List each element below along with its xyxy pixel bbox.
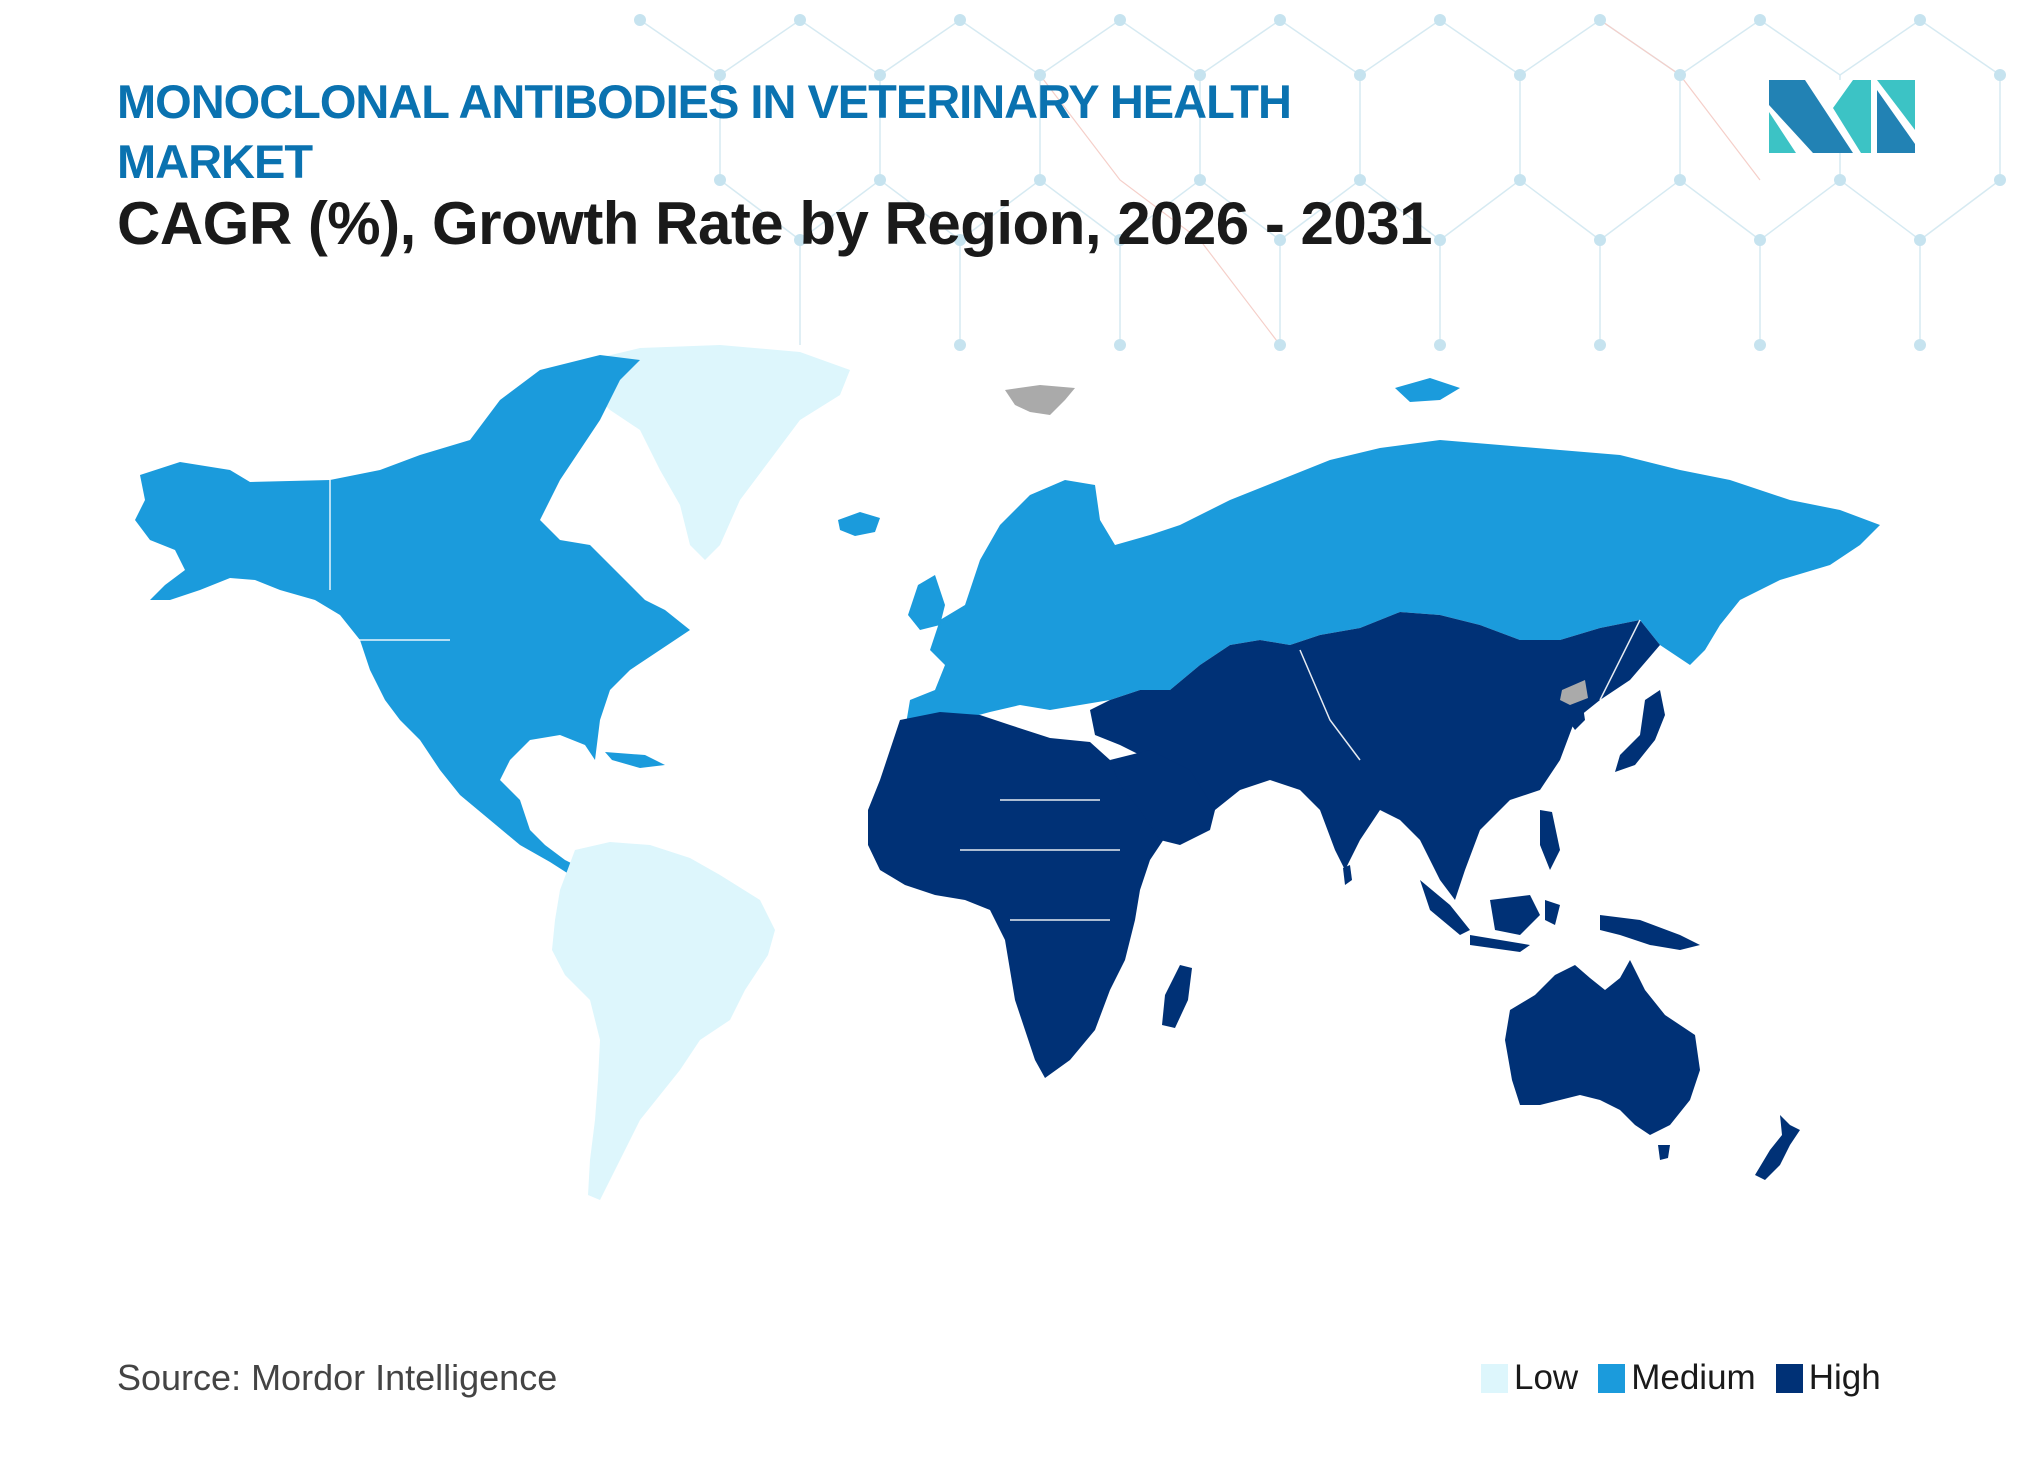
region-tasmania[interactable] (1658, 1145, 1670, 1160)
legend-swatch-high (1775, 1363, 1803, 1393)
region-uk-ireland[interactable] (908, 575, 945, 630)
region-indonesia[interactable] (1420, 880, 1560, 952)
legend-item-medium: Medium (1598, 1356, 1756, 1400)
region-iceland[interactable] (838, 512, 880, 536)
region-africa[interactable] (868, 712, 1180, 1078)
legend-item-low: Low (1481, 1356, 1578, 1400)
region-asia[interactable] (1090, 612, 1660, 900)
mordor-intelligence-logo-icon (1769, 80, 1915, 153)
region-middle-east[interactable] (1110, 750, 1215, 845)
region-australia[interactable] (1505, 960, 1700, 1135)
region-svalbard-no-data (1005, 385, 1075, 415)
chart-title-line-1: MONOCLONAL ANTIBODIES IN VETERINARY HEAL… (117, 75, 1292, 128)
region-greenland[interactable] (585, 345, 850, 560)
chart-subtitle: CAGR (%), Growth Rate by Region, 2026 - … (117, 190, 1432, 257)
region-korea-south[interactable] (1568, 700, 1585, 730)
region-south-america[interactable] (552, 842, 775, 1200)
legend-label-low: Low (1514, 1358, 1579, 1397)
region-new-zealand[interactable] (1755, 1115, 1800, 1180)
legend-item-high: High (1775, 1356, 1881, 1400)
source-label: Source: Mordor Intelligence (117, 1357, 558, 1398)
world-choropleth-map (135, 345, 1880, 1200)
legend-label-high: High (1808, 1358, 1881, 1397)
region-papua-new-guinea[interactable] (1600, 915, 1700, 950)
legend: Low Medium High (1481, 1356, 1901, 1400)
region-madagascar[interactable] (1162, 965, 1192, 1028)
chart-title-line-2: MARKET (117, 135, 313, 188)
region-philippines[interactable] (1540, 810, 1560, 870)
region-novaya-zemlya[interactable] (1395, 378, 1460, 402)
region-sri-lanka[interactable] (1343, 865, 1352, 885)
background-network-pattern (634, 14, 2006, 351)
legend-swatch-low (1481, 1363, 1508, 1393)
region-korea-north-no-data (1560, 680, 1588, 705)
legend-swatch-medium (1598, 1363, 1626, 1393)
legend-label-medium: Medium (1631, 1358, 1756, 1397)
region-europe-russia[interactable] (905, 440, 1880, 735)
region-caribbean[interactable] (605, 752, 665, 768)
region-north-america[interactable] (135, 355, 690, 878)
region-japan[interactable] (1615, 690, 1665, 772)
